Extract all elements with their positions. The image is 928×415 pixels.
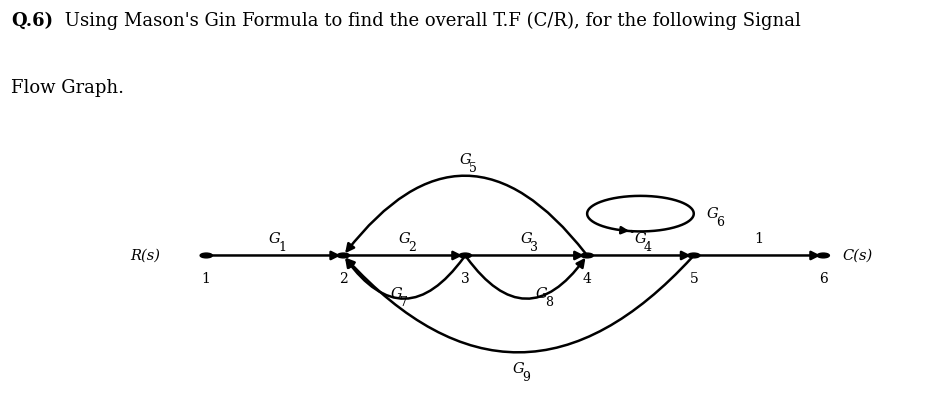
FancyArrowPatch shape [347,258,691,352]
Text: C(s): C(s) [842,249,871,262]
Text: 1: 1 [278,241,286,254]
Text: G: G [269,232,280,246]
Text: 5: 5 [469,162,476,175]
FancyArrowPatch shape [467,258,583,299]
Text: 6: 6 [818,272,827,286]
Text: G: G [512,362,523,376]
Circle shape [817,253,829,258]
Text: G: G [706,207,718,221]
Text: Q.6): Q.6) [11,12,53,29]
Text: G: G [398,232,409,246]
Text: 2: 2 [339,272,347,286]
Text: G: G [520,232,532,246]
Text: 6: 6 [715,215,724,229]
Circle shape [580,253,593,258]
Text: G: G [391,287,402,301]
Circle shape [337,253,349,258]
Text: 2: 2 [407,241,416,254]
Text: 9: 9 [522,371,530,384]
Text: Using Mason's Gin Formula to find the overall T.F (C/R), for the following Signa: Using Mason's Gin Formula to find the ov… [59,12,801,30]
Text: 3: 3 [529,241,537,254]
Text: 1: 1 [754,232,762,246]
Text: 4: 4 [582,272,591,286]
Circle shape [687,253,699,258]
FancyArrowPatch shape [346,258,463,299]
Text: G: G [634,232,646,246]
Circle shape [200,253,213,258]
Text: Flow Graph.: Flow Graph. [11,79,124,97]
Text: 4: 4 [643,241,651,254]
Text: 1: 1 [201,272,211,286]
Text: G: G [459,153,470,167]
Text: R(s): R(s) [131,249,161,262]
FancyArrowPatch shape [346,176,585,253]
Text: 7: 7 [400,296,407,309]
Circle shape [458,253,470,258]
Text: 8: 8 [545,296,552,309]
Text: G: G [535,287,547,301]
Text: 5: 5 [689,272,698,286]
Text: 3: 3 [460,272,470,286]
